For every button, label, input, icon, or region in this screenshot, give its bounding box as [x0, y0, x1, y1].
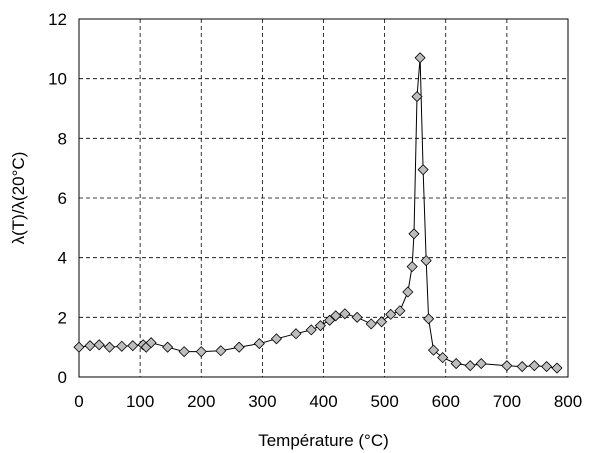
data-point [93, 339, 105, 351]
data-point [423, 313, 435, 325]
data-point [145, 337, 157, 349]
data-point [427, 344, 440, 356]
data-point [475, 358, 487, 370]
y-tick-label: 4 [58, 249, 67, 268]
y-tick-label: 8 [58, 129, 67, 148]
data-point [406, 261, 418, 273]
data-point [290, 328, 302, 340]
data-point [541, 360, 553, 373]
data-point [516, 360, 528, 373]
data-point [420, 255, 432, 267]
y-tick-label: 10 [48, 70, 67, 89]
data-point [450, 358, 462, 370]
x-axis-label: Température (°C) [258, 431, 389, 450]
data-point [324, 314, 336, 326]
y-axis-label: λ(T)/λ(20°C) [9, 152, 28, 245]
x-tick-label: 400 [309, 392, 337, 411]
data-point [414, 52, 426, 64]
tick-labels: 0 100 200 300 400 500 600 700 800 0 2 4 6 8 10 12 [48, 10, 582, 411]
data-point [408, 228, 420, 240]
data-point [376, 316, 388, 328]
data-point [394, 305, 406, 317]
data-point [551, 362, 563, 374]
data-point [314, 320, 327, 332]
x-tick-label: 0 [74, 392, 83, 411]
data-point [195, 346, 207, 358]
data-point [127, 340, 139, 352]
data-point [528, 360, 540, 372]
data-point [339, 308, 351, 320]
y-tick-label: 12 [48, 10, 67, 29]
data-point [162, 341, 174, 353]
x-tick-label: 600 [432, 392, 460, 411]
data-point [233, 341, 245, 353]
x-tick-label: 500 [370, 392, 398, 411]
data-point [437, 352, 449, 364]
data-point [417, 164, 429, 176]
data-point [411, 91, 423, 103]
x-tick-label: 100 [126, 392, 154, 411]
data-point [215, 345, 227, 357]
data-point [402, 286, 414, 298]
data-point [270, 333, 282, 345]
series-line [78, 57, 558, 369]
grid [79, 19, 568, 377]
data-point [464, 360, 476, 372]
data-point [330, 310, 342, 322]
data-point [178, 346, 190, 358]
y-tick-label: 6 [58, 189, 67, 208]
y-tick-label: 2 [58, 308, 67, 327]
x-tick-label: 700 [493, 392, 521, 411]
data-point [84, 340, 96, 352]
data-point [385, 308, 397, 320]
y-tick-label: 0 [58, 368, 67, 387]
data-point [73, 341, 85, 353]
x-tick-label: 300 [248, 392, 276, 411]
data-point [305, 324, 317, 336]
data-point [253, 338, 265, 350]
data-point [351, 311, 363, 323]
x-tick-label: 800 [554, 392, 582, 411]
data-markers [73, 52, 563, 374]
data-point [365, 318, 377, 330]
x-tick-label: 200 [187, 392, 215, 411]
data-point [103, 341, 116, 353]
data-point [501, 360, 513, 372]
plot-frame [78, 18, 569, 378]
data-point [116, 340, 128, 352]
